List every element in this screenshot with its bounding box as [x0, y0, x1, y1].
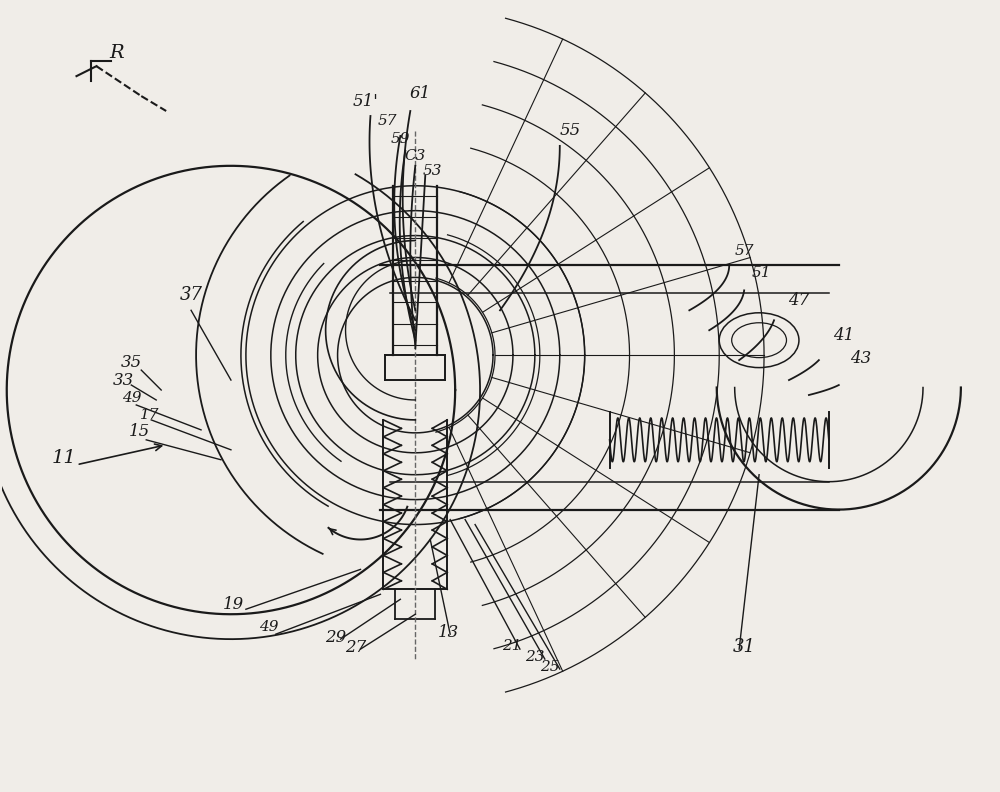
- Text: 31: 31: [733, 638, 756, 656]
- Text: C3: C3: [405, 149, 426, 163]
- Text: 57: 57: [734, 243, 754, 257]
- Text: 19: 19: [223, 596, 245, 613]
- Text: 21: 21: [502, 639, 522, 653]
- Text: 57: 57: [378, 114, 397, 128]
- Text: 49: 49: [259, 620, 279, 634]
- Text: 37: 37: [180, 287, 203, 304]
- Text: 23: 23: [525, 650, 545, 664]
- Text: 53: 53: [422, 164, 442, 177]
- Text: 29: 29: [325, 629, 346, 645]
- Text: 27: 27: [345, 638, 366, 656]
- Text: 13: 13: [438, 623, 459, 641]
- Text: 25: 25: [540, 660, 560, 674]
- Text: 15: 15: [129, 424, 150, 440]
- Text: R: R: [109, 44, 124, 63]
- Text: 51': 51': [353, 93, 378, 109]
- Text: 51: 51: [751, 266, 771, 280]
- Text: 59: 59: [391, 132, 410, 146]
- Text: 47: 47: [788, 291, 810, 309]
- Text: 41: 41: [833, 327, 854, 344]
- Text: 17: 17: [139, 408, 159, 422]
- Text: 49: 49: [122, 391, 141, 405]
- Text: 11: 11: [51, 449, 76, 466]
- Text: 35: 35: [121, 353, 142, 371]
- Text: 55: 55: [559, 123, 580, 139]
- Text: 33: 33: [113, 371, 134, 389]
- Text: 43: 43: [850, 349, 871, 367]
- Text: 61: 61: [410, 85, 431, 101]
